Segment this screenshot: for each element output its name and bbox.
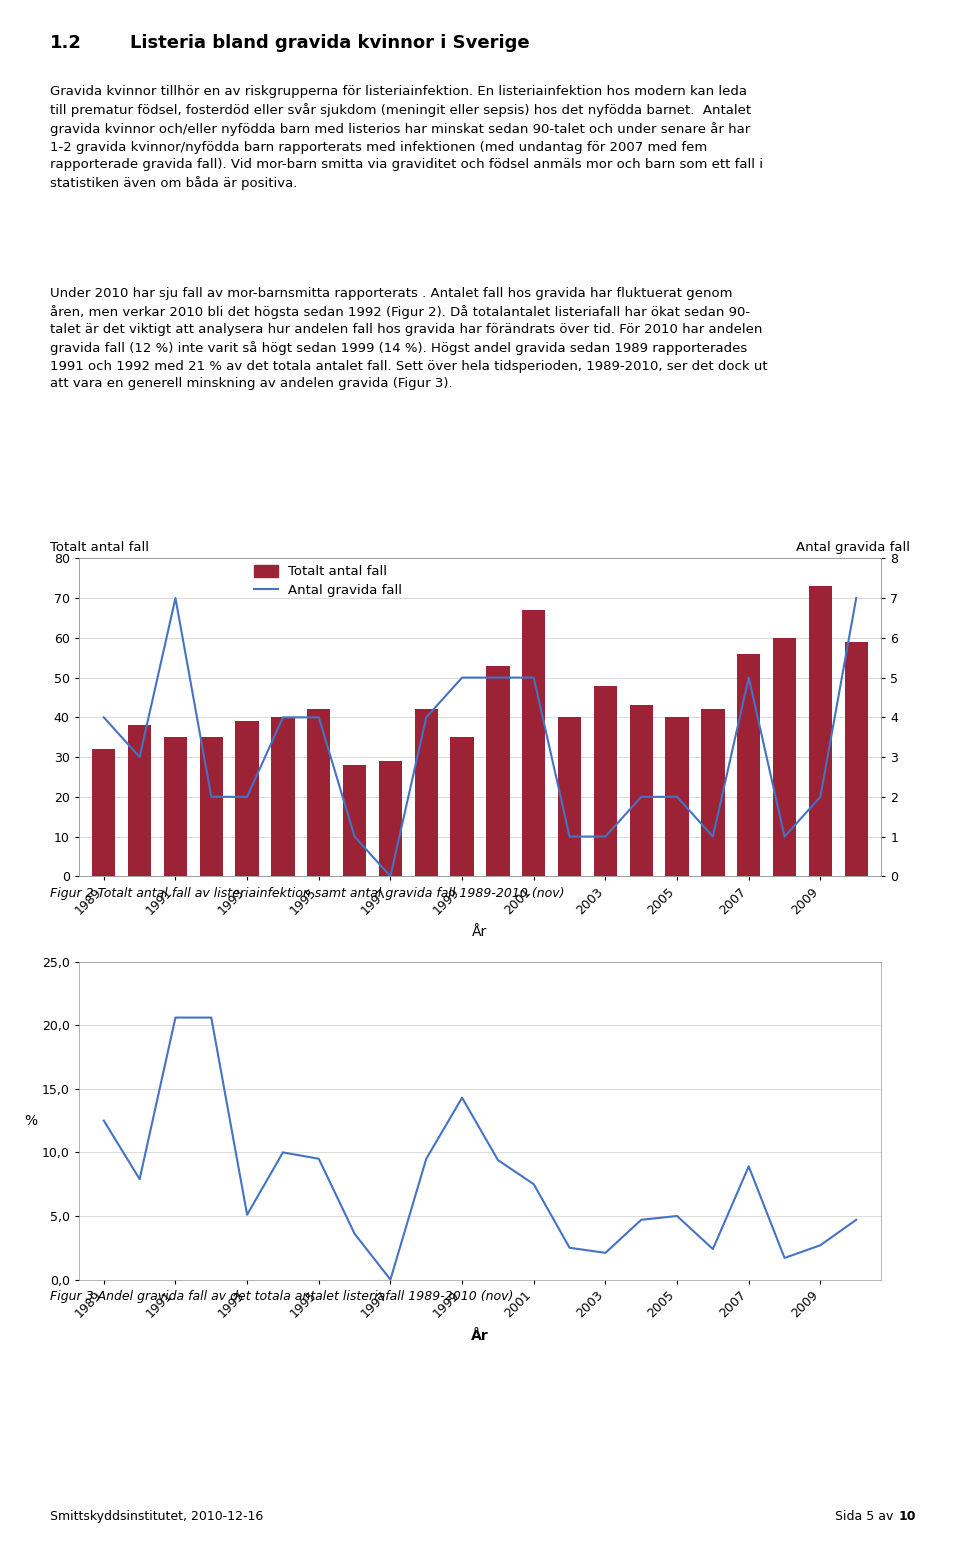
Bar [128, 726, 152, 876]
Bar [665, 717, 688, 876]
Bar [630, 706, 653, 876]
Bar [235, 721, 259, 876]
Text: Totalt antal fall: Totalt antal fall [50, 541, 149, 554]
Bar [593, 686, 617, 876]
Legend: Totalt antal fall, Antal gravida fall: Totalt antal fall, Antal gravida fall [253, 565, 402, 597]
Bar [379, 762, 402, 876]
Text: Figur 3 Andel gravida fall av det totala antalet listeriafall 1989-2010 (nov): Figur 3 Andel gravida fall av det totala… [50, 1290, 514, 1303]
Bar [200, 737, 223, 876]
Text: Sida 5 av: Sida 5 av [835, 1511, 898, 1523]
Bar [164, 737, 187, 876]
Text: 1.2: 1.2 [50, 34, 82, 53]
Bar [737, 655, 760, 876]
Text: Antal gravida fall: Antal gravida fall [796, 541, 910, 554]
Bar [415, 709, 438, 876]
Bar [92, 749, 115, 876]
X-axis label: År: År [471, 1329, 489, 1343]
Bar [307, 709, 330, 876]
Bar [343, 765, 367, 876]
Bar [701, 709, 725, 876]
Text: 10: 10 [899, 1511, 916, 1523]
Bar [845, 642, 868, 876]
Bar [522, 610, 545, 876]
Bar [808, 586, 832, 876]
Text: Under 2010 har sju fall av mor-barnsmitta rapporterats . Antalet fall hos gravid: Under 2010 har sju fall av mor-barnsmitt… [50, 287, 768, 391]
Bar [773, 637, 796, 876]
Text: Figur 2 Totalt antal fall av listeriainfektion samt antal gravida fall 1989-2010: Figur 2 Totalt antal fall av listeriainf… [50, 887, 564, 900]
Bar [450, 737, 473, 876]
Bar [558, 717, 581, 876]
Bar [487, 665, 510, 876]
Text: Smittskyddsinstitutet, 2010-12-16: Smittskyddsinstitutet, 2010-12-16 [50, 1511, 263, 1523]
Bar [272, 717, 295, 876]
Text: Listeria bland gravida kvinnor i Sverige: Listeria bland gravida kvinnor i Sverige [130, 34, 529, 53]
X-axis label: År: År [472, 926, 488, 940]
Y-axis label: %: % [24, 1114, 37, 1128]
Text: Gravida kvinnor tillhör en av riskgrupperna för listeriainfektion. En listeriain: Gravida kvinnor tillhör en av riskgruppe… [50, 85, 763, 191]
